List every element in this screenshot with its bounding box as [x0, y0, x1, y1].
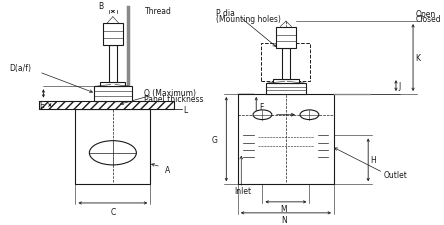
- Bar: [266, 84, 306, 94]
- Bar: [281, 48, 290, 80]
- Text: M: M: [281, 204, 287, 213]
- Bar: [39, 101, 174, 110]
- Text: L: L: [183, 106, 187, 114]
- Text: Panel thickness: Panel thickness: [144, 94, 203, 104]
- Bar: [273, 80, 299, 84]
- Text: Closed: Closed: [415, 15, 441, 24]
- Text: Open: Open: [415, 10, 436, 19]
- Text: Inlet: Inlet: [234, 186, 252, 195]
- Text: (Mounting holes): (Mounting holes): [216, 14, 281, 23]
- Text: G: G: [211, 135, 217, 144]
- Text: O (Maximum): O (Maximum): [144, 89, 196, 98]
- Circle shape: [300, 110, 319, 120]
- Text: B: B: [98, 2, 103, 11]
- Bar: [94, 87, 132, 101]
- Text: P dia: P dia: [216, 9, 234, 18]
- Bar: [39, 101, 174, 110]
- Bar: [276, 27, 296, 48]
- Text: K: K: [415, 54, 420, 63]
- Bar: [262, 44, 310, 81]
- Bar: [100, 83, 125, 87]
- Circle shape: [253, 110, 272, 120]
- Bar: [109, 46, 117, 83]
- Text: E: E: [39, 101, 44, 110]
- Text: C: C: [110, 207, 115, 216]
- Text: N: N: [281, 215, 287, 223]
- Text: J: J: [398, 82, 400, 91]
- Bar: [238, 94, 334, 184]
- Text: D(a/f): D(a/f): [9, 64, 31, 73]
- Circle shape: [89, 141, 136, 165]
- Text: F: F: [260, 103, 264, 112]
- Bar: [75, 110, 150, 184]
- Bar: [103, 24, 123, 46]
- Text: A: A: [165, 166, 170, 175]
- Text: H: H: [370, 156, 376, 165]
- Text: Outlet: Outlet: [384, 171, 408, 180]
- Text: Thread: Thread: [145, 7, 172, 16]
